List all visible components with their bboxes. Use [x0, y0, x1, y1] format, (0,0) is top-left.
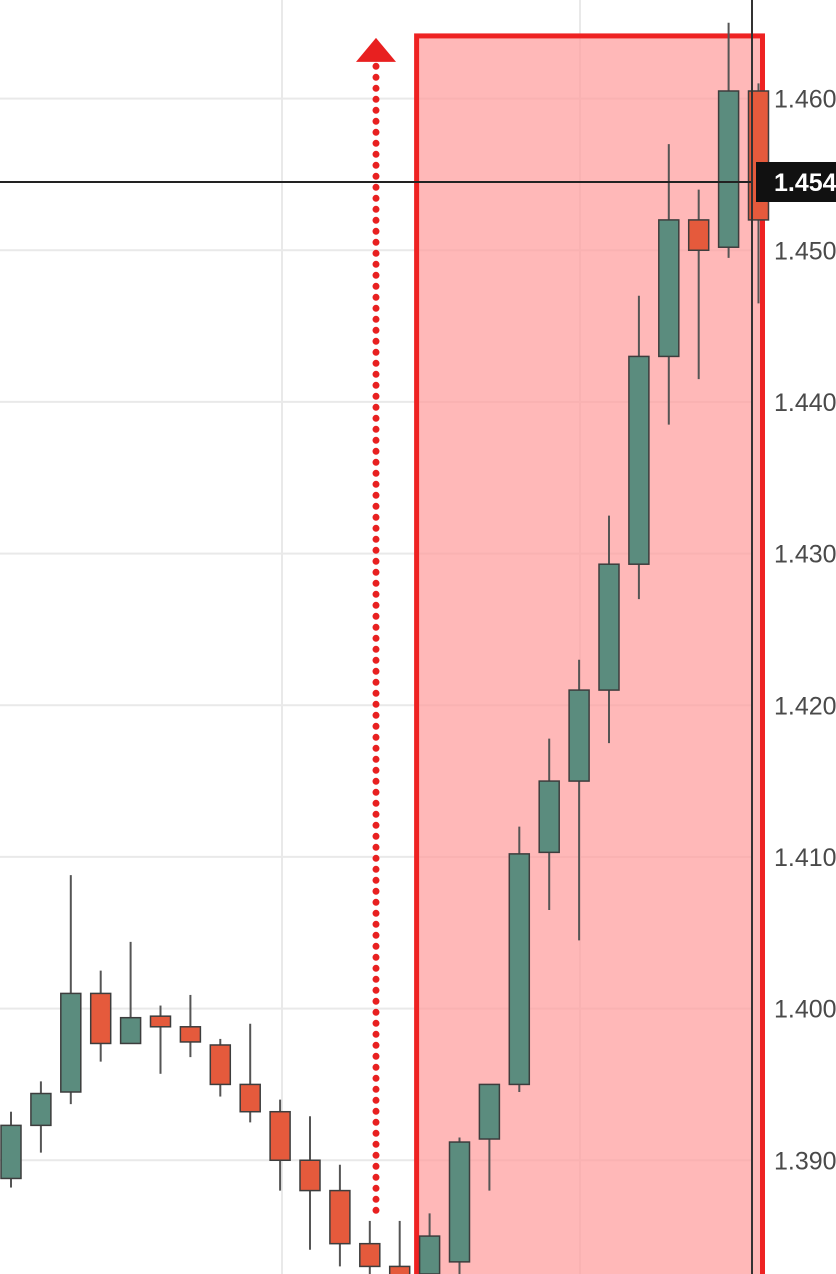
y-tick-label: 1.400	[774, 996, 836, 1024]
up-arrow	[356, 37, 396, 1214]
candle	[359, 1220, 381, 1274]
candle-body-up	[478, 1083, 501, 1140]
candle	[89, 970, 112, 1062]
candle-body-down	[329, 1189, 351, 1245]
candle	[299, 1116, 321, 1250]
candle	[568, 659, 590, 941]
candle-body-down	[179, 1026, 202, 1043]
candle	[149, 1005, 172, 1074]
y-tick-label: 1.420	[774, 692, 836, 720]
candle-body-up	[119, 1016, 142, 1045]
candle	[0, 1111, 22, 1188]
candle-body-up	[658, 219, 680, 358]
candle	[448, 1137, 471, 1274]
candle-body-up	[598, 563, 620, 691]
candle	[30, 1081, 52, 1153]
candle-body-down	[89, 992, 112, 1045]
candle-body-up	[448, 1141, 471, 1263]
highlight-zone	[414, 33, 765, 1274]
candle-body-down	[239, 1083, 261, 1113]
candle	[538, 738, 560, 910]
candle-body-up	[538, 780, 560, 854]
y-tick-label: 1.410	[774, 844, 836, 872]
candle	[60, 875, 82, 1105]
current-price-tag	[756, 162, 836, 202]
price-axis: 1.390 1.400 1.410 1.420 1.430 1.440 1.450 1.460…	[751, 0, 836, 1274]
highlight-rectangle	[414, 33, 765, 1274]
arrow-head	[356, 37, 396, 62]
candle	[598, 515, 620, 744]
candle	[687, 189, 710, 380]
candle-body-up	[717, 90, 740, 248]
candle-body-up	[60, 992, 82, 1093]
candle-body-down	[687, 219, 710, 252]
candle-body-down	[209, 1044, 232, 1086]
candle	[119, 941, 142, 1045]
candle	[239, 1023, 261, 1123]
candle	[329, 1164, 351, 1267]
candle-body-down	[299, 1159, 321, 1192]
candle-body-up	[30, 1092, 52, 1127]
candle-body-up	[418, 1235, 441, 1274]
candle	[658, 144, 680, 425]
candle	[717, 22, 740, 258]
y-tick-label: 1.390	[774, 1147, 836, 1175]
candles	[0, 22, 770, 1274]
y-tick-label: 1.440	[774, 389, 836, 417]
candle-body-down	[359, 1242, 381, 1268]
candle	[478, 1083, 501, 1191]
candle-body-up	[508, 853, 531, 1086]
candle	[418, 1213, 441, 1274]
candle	[388, 1220, 411, 1274]
candle-body-up	[0, 1124, 22, 1180]
candle	[508, 826, 531, 1092]
candle-body-up	[568, 689, 590, 782]
candle-body-up	[628, 355, 650, 565]
candle-body-down	[388, 1265, 411, 1274]
y-tick-label: 1.430	[774, 541, 836, 569]
y-tick-label: 1.460	[774, 86, 836, 114]
candle	[209, 1038, 232, 1097]
candle	[628, 295, 650, 600]
candle-body-down	[149, 1015, 172, 1028]
candle	[179, 994, 202, 1058]
candle	[269, 1099, 291, 1191]
current-price-label: 1.454	[774, 169, 836, 197]
y-tick-label: 1.450	[774, 237, 836, 265]
candle-body-down	[269, 1110, 291, 1162]
